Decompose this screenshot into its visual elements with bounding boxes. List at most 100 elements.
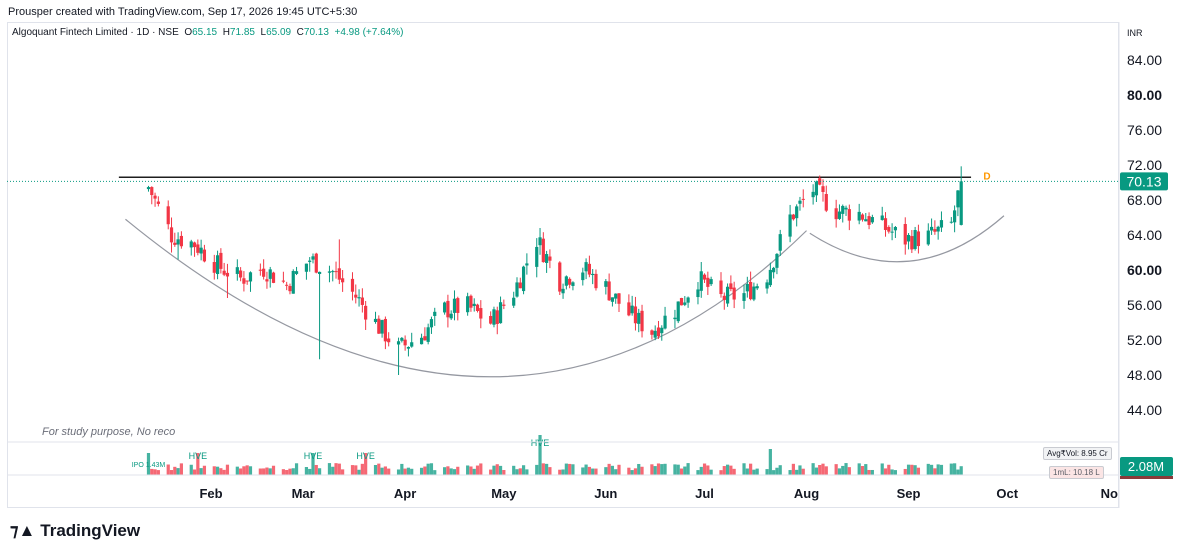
- volume-bar: [215, 466, 220, 475]
- y-tick-label: 44.00: [1127, 402, 1162, 418]
- volume-bar: [502, 469, 506, 475]
- candle-body: [541, 238, 545, 263]
- volume-bar: [219, 468, 223, 475]
- volume-bar: [699, 466, 703, 475]
- volume-bar: [683, 466, 687, 475]
- volume-bar: [811, 463, 815, 475]
- candle-body: [837, 211, 842, 219]
- volume-bar: [222, 469, 226, 475]
- candle-body: [373, 318, 378, 322]
- candle-body: [709, 279, 713, 285]
- candle-body: [686, 297, 690, 303]
- candle-body: [166, 206, 170, 225]
- candle-body: [265, 279, 269, 282]
- volume-bar: [913, 465, 917, 475]
- y-tick-label: 72.00: [1127, 157, 1162, 173]
- volume-bar: [173, 466, 177, 475]
- candle-body: [847, 209, 851, 221]
- volume-bar: [818, 465, 822, 475]
- volume-bar: [225, 464, 230, 475]
- candle-body: [202, 249, 207, 262]
- volume-bar: [821, 463, 825, 475]
- candle-body: [801, 198, 805, 200]
- volume-bar: [535, 464, 539, 475]
- volume-bar: [883, 468, 888, 475]
- candle-body: [245, 280, 249, 282]
- candle-body: [844, 207, 848, 210]
- volume-bar: [729, 465, 733, 475]
- candle-body: [568, 278, 572, 285]
- candle-body: [215, 255, 220, 275]
- y-tick-label: 48.00: [1127, 367, 1162, 383]
- candle-body: [449, 313, 453, 319]
- candle-body: [953, 210, 957, 223]
- volume-bar: [749, 463, 753, 475]
- candle-body: [617, 293, 621, 304]
- candle-body: [880, 215, 884, 220]
- volume-bar: [189, 464, 193, 475]
- candle-body: [765, 282, 769, 289]
- candle-body: [317, 271, 322, 274]
- symbol-legend[interactable]: Algoquant Fintech Limited · 1D · NSE O65…: [12, 27, 403, 38]
- volume-bar: [814, 467, 819, 475]
- volume-bar: [847, 467, 851, 475]
- volume-bar: [676, 464, 680, 475]
- candle-body: [199, 247, 203, 254]
- candle-body: [288, 286, 292, 292]
- volume-bar: [893, 470, 897, 475]
- volume-bar: [387, 468, 391, 475]
- volume-bar: [258, 468, 262, 475]
- volume-bar: [679, 468, 684, 475]
- volume-bar: [489, 469, 493, 475]
- volume-bar: [360, 463, 364, 475]
- x-tick-label: Mar: [292, 486, 315, 501]
- candle-body: [403, 339, 407, 346]
- volume-bar: [725, 464, 730, 475]
- volume-bar: [880, 463, 884, 475]
- volume-bar: [686, 463, 690, 475]
- candle-body: [179, 235, 183, 247]
- volume-bar: [791, 463, 795, 475]
- candle-body: [887, 227, 891, 232]
- volume-bar: [959, 466, 963, 475]
- volume-bar: [745, 468, 749, 475]
- y-tick-label: 76.00: [1127, 122, 1162, 138]
- volume-bar: [314, 464, 318, 475]
- volume-annotation: HVE: [356, 451, 375, 461]
- candle-body: [725, 286, 730, 304]
- volume-bar: [867, 469, 871, 475]
- tradingview-logo[interactable]: ⁊▲ TradingView: [10, 521, 140, 541]
- candle-body: [357, 297, 361, 299]
- volume-bar: [561, 469, 565, 475]
- avg-volume-stat: Avg₹Vol: 8.95 Cr: [1043, 447, 1112, 460]
- volume-bar: [571, 464, 575, 475]
- volume-bar: [801, 468, 805, 475]
- candle-body: [433, 311, 437, 316]
- volume-bar: [650, 464, 654, 475]
- candle-body: [696, 289, 700, 298]
- high-label: H: [222, 27, 230, 38]
- symbol-name[interactable]: Algoquant Fintech Limited · 1D · NSE: [12, 27, 179, 38]
- candle-body: [910, 236, 914, 250]
- candle-body: [633, 306, 638, 324]
- y-tick-label: 68.00: [1127, 192, 1162, 208]
- cup-handle-arc[interactable]: [125, 218, 807, 378]
- candle-body: [469, 295, 473, 308]
- candle-body: [410, 342, 414, 347]
- volume-bar: [317, 468, 322, 475]
- volume-bar: [798, 465, 802, 475]
- candle-body: [883, 218, 888, 230]
- volume-bar: [156, 470, 160, 475]
- candle-body: [423, 336, 427, 341]
- candle-body: [679, 297, 684, 306]
- candle-body: [489, 315, 493, 324]
- dividend-marker-icon[interactable]: D: [983, 171, 990, 182]
- candle-body: [146, 187, 151, 190]
- x-tick-label: May: [491, 486, 517, 501]
- cup-handle-arc[interactable]: [809, 215, 1005, 263]
- volume-bar: [581, 467, 585, 475]
- candle-body: [452, 298, 457, 313]
- candle-body: [604, 281, 608, 287]
- candle-body: [722, 295, 726, 301]
